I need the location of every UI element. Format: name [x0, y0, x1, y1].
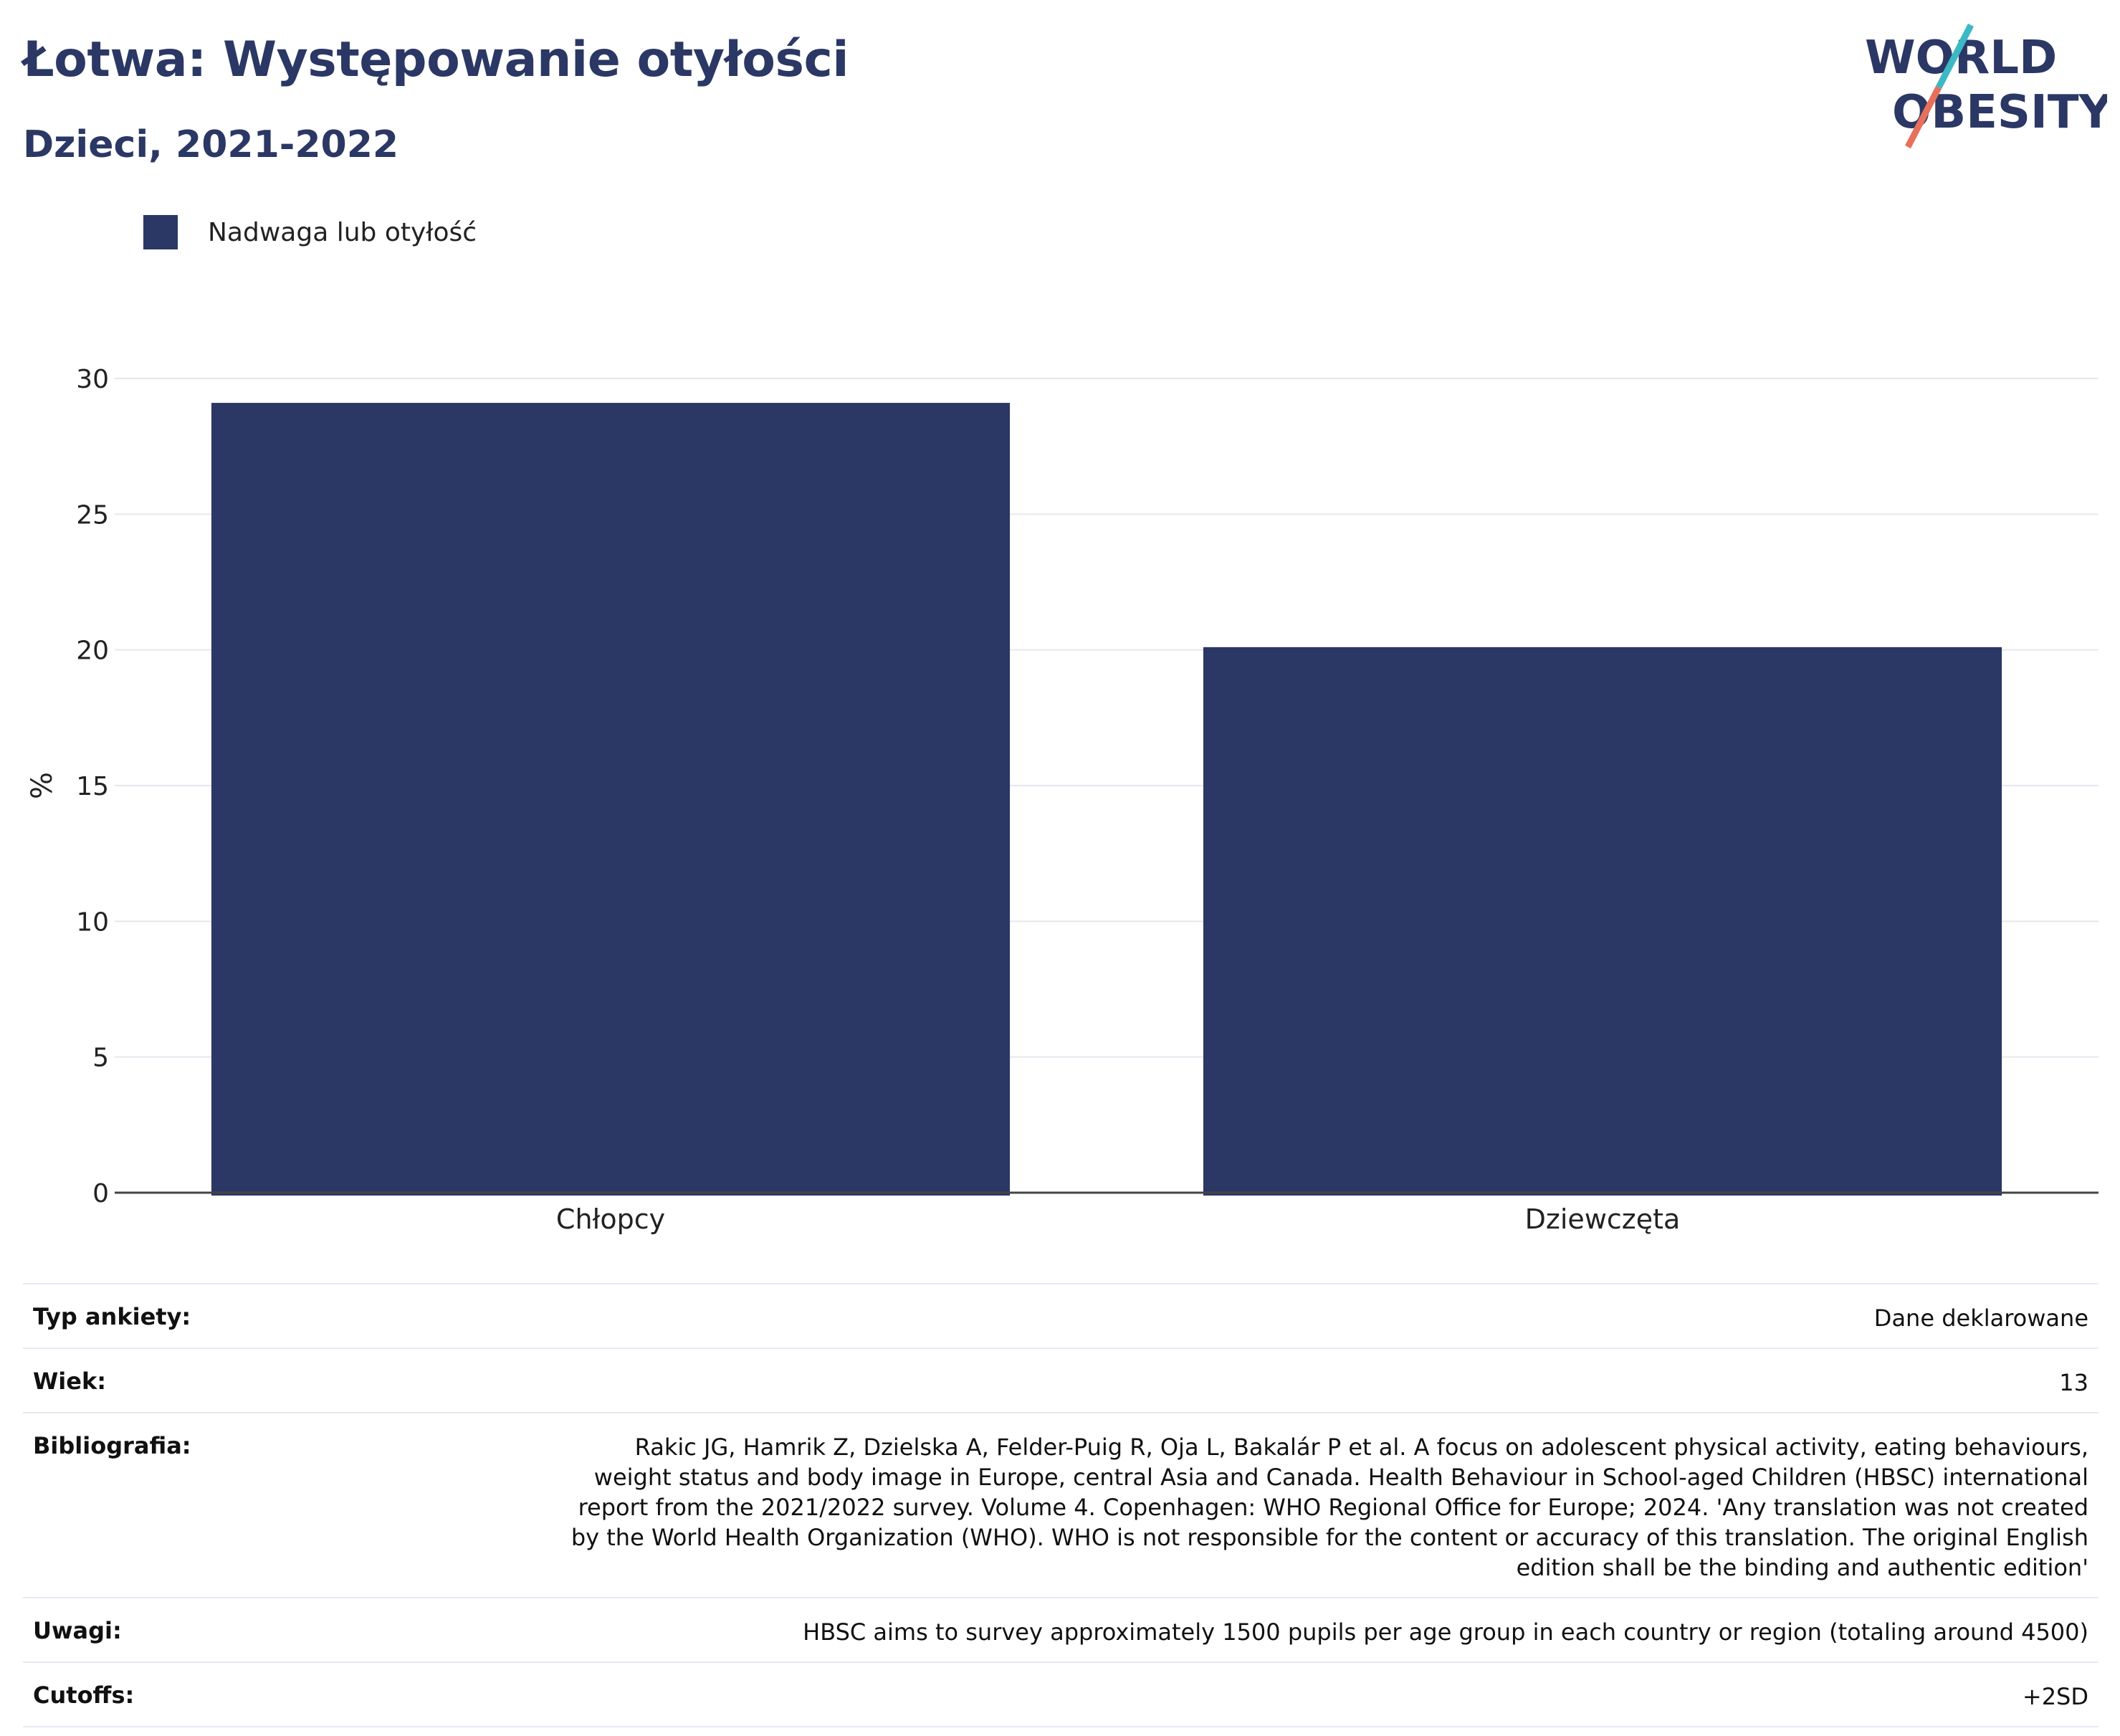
page-subtitle: Dzieci, 2021-2022 — [23, 123, 399, 166]
x-tick-label: Chłopcy — [556, 1203, 665, 1235]
x-tick-label: Dziewczęta — [1525, 1203, 1681, 1235]
meta-row-cutoffs: Cutoffs: +2SD — [23, 1663, 2098, 1727]
y-tick-labels: 0 5 10 15 20 25 30 — [76, 365, 109, 1208]
y-tick-label: 30 — [76, 365, 109, 394]
meta-value: Rakic JG, Hamrik Z, Dzielska A, Felder-P… — [570, 1434, 2088, 1581]
meta-key: Typ ankiety: — [33, 1303, 191, 1330]
page-title: Łotwa: Występowanie otyłości — [23, 32, 849, 88]
meta-key: Wiek: — [33, 1368, 107, 1395]
chart-legend: Nadwaga lub otyłość — [143, 215, 477, 249]
meta-value: +2SD — [2022, 1683, 2088, 1710]
meta-row-notes: Uwagi: HBSC aims to survey approximately… — [23, 1598, 2098, 1663]
bar — [1203, 647, 2002, 1196]
meta-key: Cutoffs: — [33, 1682, 135, 1709]
y-tick-label: 10 — [76, 907, 109, 937]
meta-value: HBSC aims to survey approximately 1500 p… — [803, 1618, 2088, 1646]
bar-chart: 0 5 10 15 20 25 30 Chłopcy Dziewczęta % — [26, 365, 2098, 1235]
bar — [211, 403, 1011, 1196]
meta-row-bibliography: Bibliografia: Rakic JG, Hamrik Z, Dziels… — [23, 1413, 2098, 1598]
y-tick-label: 15 — [76, 772, 109, 801]
meta-key: Bibliografia: — [33, 1432, 191, 1459]
legend-label: Nadwaga lub otyłość — [208, 217, 477, 247]
meta-row-survey-type: Typ ankiety: Dane deklarowane — [23, 1284, 2098, 1349]
meta-value: Dane deklarowane — [1873, 1305, 2088, 1332]
meta-key: Uwagi: — [33, 1617, 122, 1644]
world-obesity-logo: WORLD OBESITY — [1865, 23, 2107, 149]
metadata-table: Typ ankiety: Dane deklarowane Wiek: 13 B… — [23, 1283, 2098, 1727]
y-axis-label: % — [26, 772, 59, 799]
meta-value: 13 — [2059, 1369, 2088, 1396]
logo-slash-teal — [1936, 23, 1974, 90]
y-tick-label: 5 — [92, 1044, 109, 1073]
bars — [211, 403, 2002, 1196]
y-tick-label: 25 — [76, 500, 109, 530]
y-tick-label: 0 — [92, 1179, 109, 1208]
legend-swatch — [143, 215, 178, 249]
meta-row-age: Wiek: 13 — [23, 1349, 2098, 1413]
y-tick-label: 20 — [76, 636, 109, 666]
logo-slash-coral — [1905, 85, 1942, 149]
x-tick-labels: Chłopcy Dziewczęta — [556, 1203, 1680, 1235]
